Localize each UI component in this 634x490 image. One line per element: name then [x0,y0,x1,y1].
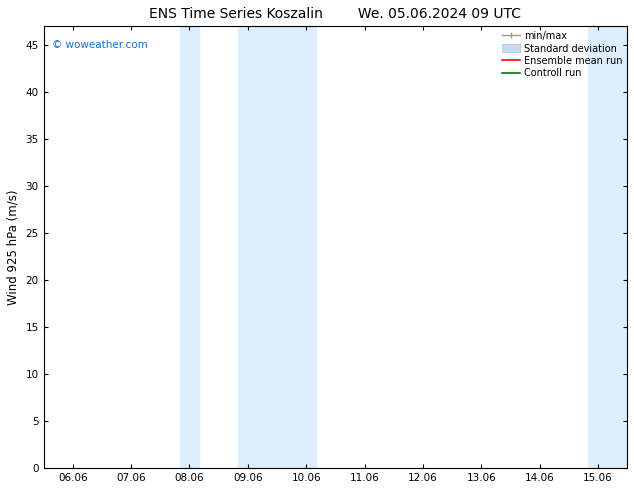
Title: ENS Time Series Koszalin        We. 05.06.2024 09 UTC: ENS Time Series Koszalin We. 05.06.2024 … [150,7,521,21]
Bar [588,26,627,468]
Text: © woweather.com: © woweather.com [53,40,148,49]
Bar [238,26,316,468]
Y-axis label: Wind 925 hPa (m/s): Wind 925 hPa (m/s) [7,190,20,305]
Bar [179,26,199,468]
Legend: min/max, Standard deviation, Ensemble mean run, Controll run: min/max, Standard deviation, Ensemble me… [500,29,624,80]
